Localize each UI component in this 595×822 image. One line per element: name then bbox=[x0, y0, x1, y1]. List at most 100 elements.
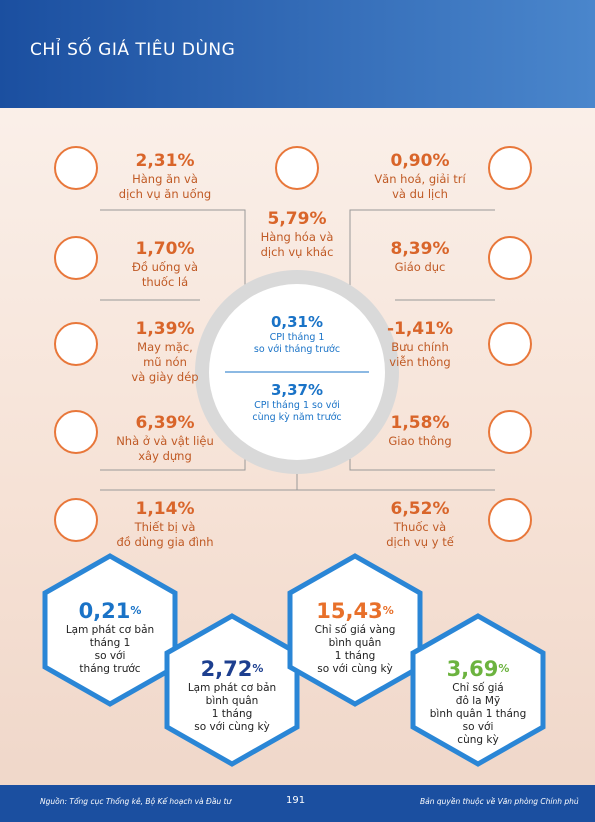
hexagon bbox=[42, 553, 178, 707]
hexagon-number: 15,43 bbox=[316, 599, 383, 623]
hexagon-label: đô la Mỹ bbox=[455, 695, 501, 707]
item-label: và giày dép bbox=[131, 370, 199, 384]
hexagon-label: bình quân bbox=[205, 695, 259, 707]
item-value: 0,90% bbox=[390, 151, 450, 171]
item-value: 6,52% bbox=[390, 499, 450, 519]
item-label: Văn hoá, giải trí bbox=[374, 172, 466, 186]
item: 5,79% Hàng hóa và dịch vụ khác bbox=[232, 208, 362, 260]
item: 8,39% Giáo dục bbox=[355, 238, 485, 275]
icon bbox=[54, 410, 98, 454]
item: 1,39% May mặc, mũ nón và giày dép bbox=[100, 318, 230, 385]
item-label: đồ dùng gia đình bbox=[116, 535, 214, 549]
item: 0,90% Văn hoá, giải trí và du lịch bbox=[355, 150, 485, 202]
hexagon-label: so với bbox=[94, 650, 126, 662]
hexagon-unit: % bbox=[130, 604, 142, 617]
hexagon-value: 0,21% bbox=[45, 598, 175, 624]
hexagon-label: 1 tháng bbox=[334, 650, 376, 662]
item-label: cùng kỳ năm trước bbox=[252, 412, 342, 423]
icon bbox=[488, 146, 532, 190]
item-label: mũ nón bbox=[143, 355, 187, 369]
hexagon-number: 0,21 bbox=[78, 599, 131, 623]
item-value: 6,39% bbox=[135, 413, 195, 433]
hexagon-label: bình quân bbox=[328, 637, 382, 649]
item: 6,39% Nhà ở và vật liệu xây dựng bbox=[100, 412, 230, 464]
hexagon-unit: % bbox=[382, 604, 394, 617]
footer-band bbox=[0, 785, 595, 822]
hexagon-unit: % bbox=[252, 662, 264, 675]
icon bbox=[488, 410, 532, 454]
hexagon-label: Lạm phát cơ bản bbox=[65, 624, 155, 636]
item-value: 1,14% bbox=[135, 499, 195, 519]
item: 2,31% Hàng ăn và dịch vụ ăn uống bbox=[100, 150, 230, 202]
item-label: dịch vụ y tế bbox=[386, 535, 454, 549]
item-label: Hàng hóa và bbox=[260, 230, 334, 244]
item-label: so với tháng trước bbox=[253, 344, 341, 355]
item-value: 0,31% bbox=[270, 313, 324, 331]
hexagon-value: 2,72% bbox=[167, 656, 297, 682]
hexagon-number: 2,72 bbox=[200, 657, 253, 681]
item-label: Nhà ở và vật liệu bbox=[116, 434, 214, 448]
item: 1,70% Đồ uống và thuốc lá bbox=[100, 238, 230, 290]
item: 1,58% Giao thông bbox=[355, 412, 485, 449]
hexagon-label: so với cùng kỳ bbox=[317, 663, 393, 675]
hexagon-label: tháng trước bbox=[79, 663, 141, 675]
hexagon-text: 3,69% Chỉ số giá đô la Mỹ bình quân 1 tháng… bbox=[413, 656, 543, 747]
hexagon-label: Chỉ số giá bbox=[452, 682, 504, 694]
connector bbox=[100, 209, 246, 300]
hexagon bbox=[410, 613, 546, 767]
item-label: viễn thông bbox=[389, 355, 451, 369]
hexagon-text: 0,21% Lạm phát cơ bản tháng 1 so với tháng t… bbox=[45, 598, 175, 676]
item: 6,52% Thuốc và dịch vụ y tế bbox=[355, 498, 485, 550]
hexagon-value: 15,43% bbox=[290, 598, 420, 624]
item-label: thuốc lá bbox=[141, 275, 189, 289]
icon bbox=[488, 498, 532, 542]
item-label: Thiết bị và bbox=[134, 520, 196, 534]
icon bbox=[54, 498, 98, 542]
item: -1,41% Bưu chính viễn thông bbox=[355, 318, 485, 370]
item-label: dịch vụ khác bbox=[260, 245, 334, 259]
item-value: -1,41% bbox=[386, 319, 454, 339]
connector bbox=[349, 209, 495, 300]
item-label: May mặc, bbox=[137, 340, 193, 354]
item-label: CPI tháng 1 so với bbox=[254, 400, 340, 411]
item-label: xây dựng bbox=[138, 449, 192, 463]
hexagon-label: 1 tháng bbox=[211, 708, 253, 720]
hexagon-label: Lạm phát cơ bản bbox=[187, 682, 277, 694]
item-label: Hàng ăn và bbox=[132, 172, 198, 186]
item-label: Giao thông bbox=[388, 434, 452, 448]
icon bbox=[54, 236, 98, 280]
hexagon-label: Chỉ số giá vàng bbox=[314, 624, 396, 636]
item-label: Bưu chính bbox=[391, 340, 449, 354]
title: CHỈ SỐ GIÁ TIÊU DÙNG bbox=[30, 40, 236, 60]
icon bbox=[488, 322, 532, 366]
item-value: 3,37% bbox=[270, 381, 324, 399]
item-value: 1,58% bbox=[390, 413, 450, 433]
item: 3,37% CPI tháng 1 so với cùng kỳ năm trước bbox=[232, 380, 362, 424]
page-number: 191 bbox=[286, 795, 306, 806]
header-band bbox=[0, 0, 595, 108]
item-value: 5,79% bbox=[267, 209, 327, 229]
icon bbox=[54, 146, 98, 190]
hexagon-value: 3,69% bbox=[413, 656, 543, 682]
hexagon-text: 2,72% Lạm phát cơ bản bình quân 1 tháng so v… bbox=[167, 656, 297, 734]
hexagon-text: 15,43% Chỉ số giá vàng bình quân 1 tháng so … bbox=[290, 598, 420, 676]
hexagon-number: 3,69 bbox=[446, 657, 499, 681]
icon bbox=[488, 236, 532, 280]
icon bbox=[54, 322, 98, 366]
item-value: 1,39% bbox=[135, 319, 195, 339]
item-label: dịch vụ ăn uống bbox=[118, 187, 212, 201]
hexagon bbox=[287, 553, 423, 707]
item: 1,14% Thiết bị và đồ dùng gia đình bbox=[100, 498, 230, 550]
hexagon-label: cùng kỳ bbox=[457, 734, 499, 746]
hexagon-label: so với bbox=[462, 721, 494, 733]
hexagon-label: tháng 1 bbox=[89, 637, 131, 649]
item-label: và du lịch bbox=[392, 187, 448, 201]
hexagon-label: bình quân 1 tháng bbox=[429, 708, 527, 720]
footer-copyright: Bản quyền thuộc về Văn phòng Chính phủ bbox=[420, 797, 579, 806]
item-label: Thuốc và bbox=[393, 520, 447, 534]
item-label: CPI tháng 1 bbox=[269, 332, 325, 343]
icon bbox=[275, 146, 319, 190]
item-value: 1,70% bbox=[135, 239, 195, 259]
